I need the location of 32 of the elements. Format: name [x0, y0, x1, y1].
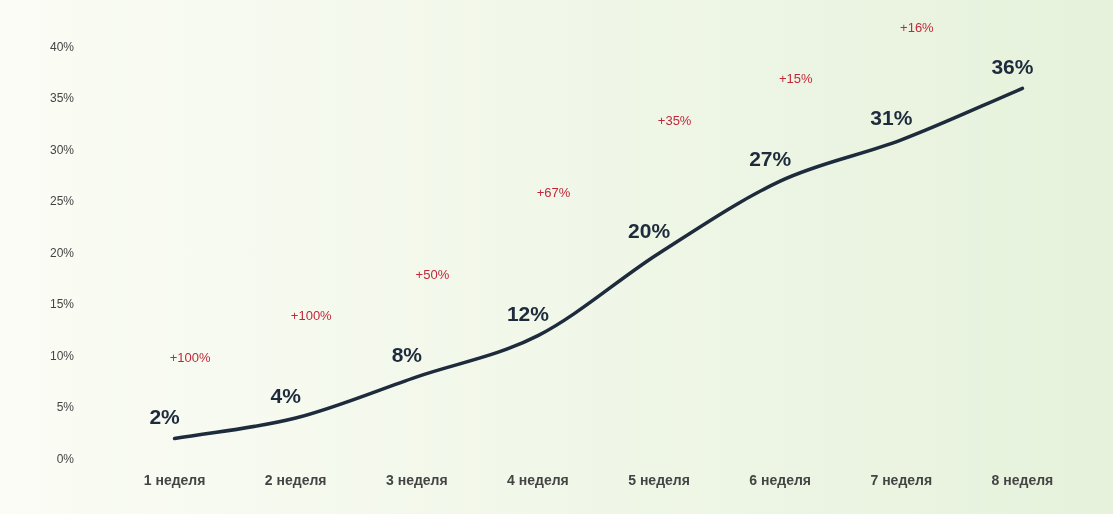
y-tick-label: 40% — [49, 39, 75, 54]
text: 8% — [391, 343, 422, 367]
annotation: +15% — [778, 71, 813, 87]
x-tick-label: 6 неделя — [749, 472, 812, 489]
x-tick-label: 1 неделя — [143, 472, 206, 489]
text: +16% — [900, 19, 935, 35]
annotation: +67% — [536, 184, 571, 200]
x-tick-label: 8 неделя — [991, 472, 1054, 489]
annotation: +100% — [169, 349, 211, 365]
text: 27% — [749, 147, 792, 171]
annotation: +50% — [415, 267, 450, 283]
y-tick-label: 25% — [49, 194, 75, 209]
x-tick-label: 4 неделя — [507, 472, 569, 489]
x-tick-label: 3 неделя — [386, 472, 448, 489]
y-tick-label: 15% — [49, 297, 75, 312]
y-tick-label: 35% — [49, 91, 75, 106]
y-tick-label: 10% — [49, 348, 75, 363]
y-tick-label: 5% — [56, 400, 75, 415]
y-tick-label: 0% — [56, 451, 75, 466]
text: 2% — [149, 404, 180, 428]
text: 12% — [506, 301, 549, 325]
text: 4% — [270, 384, 301, 408]
x-tick-label: 7 неделя — [870, 472, 933, 489]
annotation: +35% — [657, 112, 692, 128]
y-tick-label: 20% — [49, 245, 75, 260]
text: 36% — [991, 54, 1034, 78]
text: 31% — [870, 106, 913, 130]
x-tick-label: 2 неделя — [264, 472, 327, 489]
x-tick-label: 5 неделя — [628, 472, 690, 489]
text: 20% — [628, 219, 671, 243]
annotation: +100% — [290, 308, 333, 324]
y-tick-label: 30% — [49, 142, 75, 157]
